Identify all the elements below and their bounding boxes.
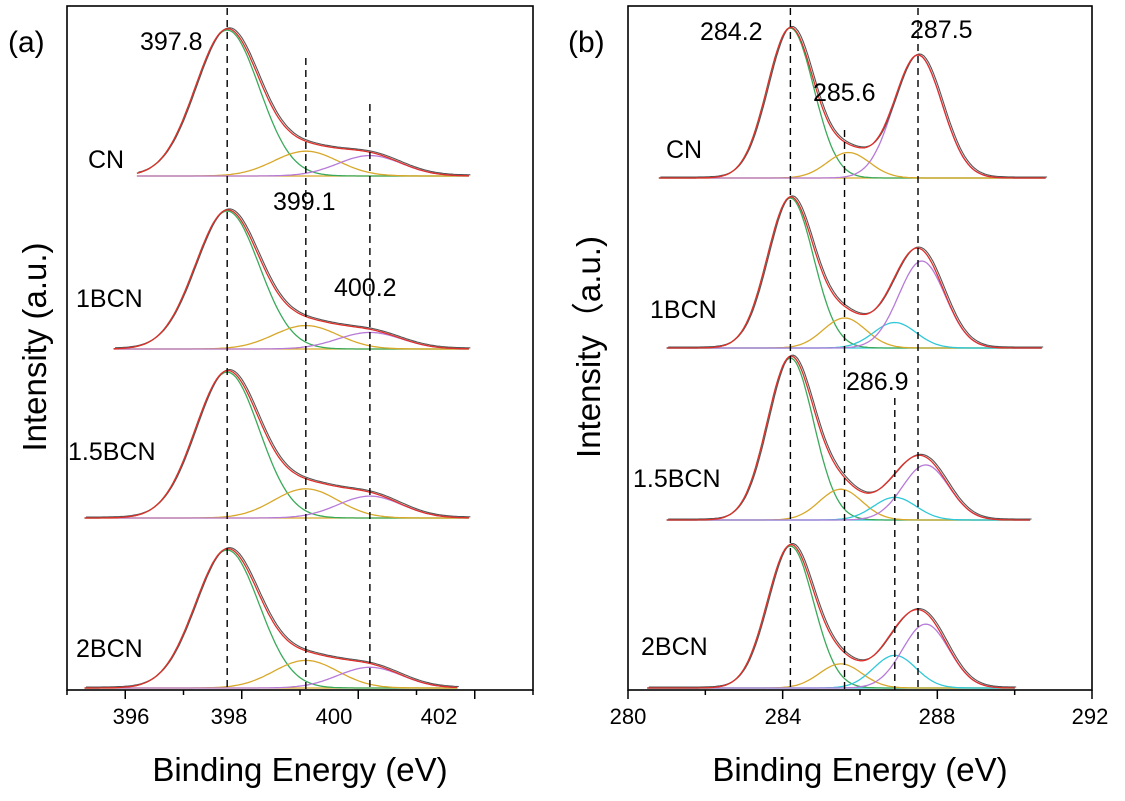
fit-component-line	[658, 54, 1046, 179]
panel-a-y-axis-title: Intensity (a.u.)	[16, 242, 53, 451]
fit-component-line	[666, 464, 1031, 521]
fit-component-line	[113, 331, 469, 350]
panel-a-letter: (a)	[8, 26, 45, 59]
panel-b-xtick: 292	[1072, 704, 1109, 729]
fit-envelope-line	[666, 196, 1042, 349]
panel-b-reference-lines	[789, 8, 919, 690]
panel-a-peak-label: 400.2	[334, 274, 397, 302]
panel-a-peak-label: 397.8	[140, 28, 203, 56]
fit-envelope-line	[647, 543, 1015, 689]
fit-envelope-line	[666, 355, 1031, 521]
fit-component-line	[647, 663, 1015, 689]
panel-b-xtick: 288	[919, 704, 956, 729]
panel-b-curves	[647, 25, 1048, 689]
fit-envelope-line	[136, 28, 469, 177]
fit-component-line	[666, 197, 1042, 349]
panel-b-peak-label: 287.5	[910, 16, 973, 44]
panel-b-y-axis-title: Intensity（a.u.)	[570, 236, 607, 458]
panel-b-peak-label: 286.9	[846, 368, 909, 396]
raw-data-line	[86, 547, 459, 688]
fit-component-line	[136, 154, 469, 177]
raw-data-line	[138, 27, 471, 176]
fit-envelope-line	[84, 369, 469, 519]
panel-b-x-axis-title: Binding Energy (eV)	[712, 751, 1007, 788]
panel-a-xtick: 402	[421, 704, 458, 729]
fit-envelope-line	[113, 209, 469, 350]
panel-a-sample-label: 1BCN	[76, 285, 143, 313]
panel-a-curves	[84, 27, 471, 689]
panel-a-reference-lines	[226, 8, 371, 690]
fit-component-line	[136, 150, 469, 177]
panel-b-sample-label: 2BCN	[641, 633, 708, 661]
panel-b-letter: (b)	[568, 26, 605, 59]
panel-b-sample-label: 1BCN	[650, 296, 717, 324]
panel-b-peak-label: 284.2	[700, 18, 763, 46]
panel-a-xtick: 396	[113, 704, 150, 729]
panel-b-xtick: 284	[765, 704, 802, 729]
fit-envelope-line	[84, 548, 458, 689]
fit-component-line	[666, 260, 1042, 349]
fit-component-line	[666, 488, 1031, 521]
fit-component-line	[666, 496, 1031, 521]
panel-b-peak-label: 285.6	[813, 79, 876, 107]
panel-b-sample-label: 1.5BCN	[633, 465, 721, 493]
panel-a-sample-label: CN	[88, 146, 124, 174]
panel-b: (b) 280 284 288 292 CN 1BCN 1.5BCN 2BCN …	[568, 5, 1109, 788]
panel-b-xtick: 280	[610, 704, 647, 729]
fit-envelope-line	[658, 26, 1046, 179]
panel-a-xtick: 398	[211, 704, 248, 729]
panel-b-ticks	[627, 690, 1093, 699]
panel-a-peak-label: 399.1	[273, 188, 336, 216]
raw-data-line	[115, 208, 471, 349]
panel-a-ticks	[66, 690, 534, 699]
raw-data-line	[668, 195, 1044, 348]
panel-a: (a) 396 398 400 402 CN 1BCN 1.5BCN 2BCN …	[8, 5, 534, 788]
panel-a-sample-label: 1.5BCN	[68, 438, 156, 466]
fit-component-line	[113, 324, 469, 350]
panel-a-xtick: 400	[316, 704, 353, 729]
panel-a-sample-label: 2BCN	[76, 635, 143, 663]
panel-a-x-axis-title: Binding Energy (eV)	[152, 751, 447, 788]
panel-b-sample-label: CN	[666, 136, 702, 164]
raw-data-line	[648, 543, 1017, 688]
